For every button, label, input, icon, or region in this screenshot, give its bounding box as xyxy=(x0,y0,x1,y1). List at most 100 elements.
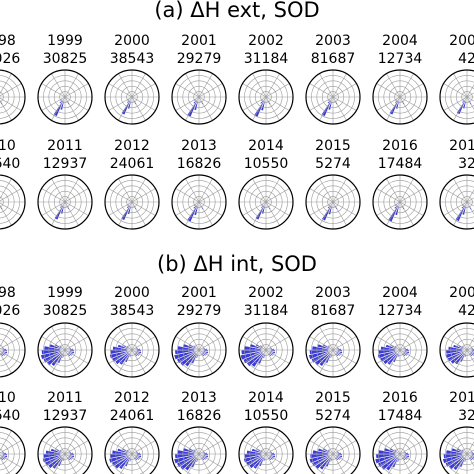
grid-spoke xyxy=(0,326,12,348)
grid-spoke xyxy=(108,83,133,98)
panel-year-label: 2011 xyxy=(47,390,83,406)
panel-year-label: 2017 xyxy=(449,138,474,154)
grid-spoke xyxy=(265,96,280,121)
polar-grid xyxy=(440,70,474,124)
grid-spoke xyxy=(386,349,401,374)
panel-count-label: 12937 xyxy=(43,156,88,172)
grid-spoke xyxy=(309,349,334,364)
grid-spoke xyxy=(64,453,89,468)
grid-spoke xyxy=(466,449,474,455)
grid-spoke xyxy=(175,96,200,111)
grid-spoke xyxy=(108,96,133,111)
rose-bar xyxy=(377,349,401,360)
grid-spoke xyxy=(0,202,22,216)
grid-spoke xyxy=(265,453,278,474)
grid-spoke xyxy=(198,453,211,474)
grid-spoke xyxy=(118,326,133,351)
grid-spoke xyxy=(41,349,66,364)
panel-year-label: 2013 xyxy=(181,390,217,406)
grid-spoke xyxy=(64,440,89,455)
panel-count-label: 81687 xyxy=(311,303,356,319)
polar-grid xyxy=(440,175,474,229)
grid-spoke xyxy=(455,453,468,474)
polar-grid xyxy=(105,323,159,377)
grid-spoke xyxy=(64,201,79,226)
polar-panel: 2017 32 xyxy=(439,138,474,230)
grid-spoke xyxy=(443,440,468,455)
polar-panel: 2002 31184 xyxy=(238,285,294,378)
grid-spoke xyxy=(185,178,200,203)
polar-grid xyxy=(0,73,25,121)
panel-year-label: 1999 xyxy=(47,285,83,301)
grid-spoke xyxy=(41,83,66,98)
panel-year-label: 2005 xyxy=(449,285,474,301)
grid-spoke xyxy=(443,83,468,98)
grid-spoke xyxy=(319,96,334,121)
polar-frame xyxy=(305,322,361,378)
grid-spoke xyxy=(386,201,401,226)
grid-spoke xyxy=(64,83,89,98)
polar-frame xyxy=(171,69,227,125)
grid-spoke xyxy=(185,326,200,351)
polar-grid xyxy=(373,70,427,124)
panel-year-label: 2017 xyxy=(449,390,474,406)
panel-count-label: 5274 xyxy=(315,156,351,172)
polar-frame xyxy=(0,426,26,474)
panel-year-label: 2005 xyxy=(449,33,474,49)
grid-spoke xyxy=(376,188,401,203)
grid-spoke xyxy=(443,96,468,111)
grid-spoke xyxy=(242,96,267,111)
grid-spoke xyxy=(332,453,345,474)
polar-panel: 2001 29279 xyxy=(171,33,227,125)
grid-spoke xyxy=(198,349,223,364)
grid-spoke xyxy=(252,349,267,374)
grid-spoke xyxy=(51,96,66,121)
polar-grid xyxy=(306,427,360,474)
panel-group-a: (a) ΔH ext, SOD 1998 29026 1999 30825 2000 38… xyxy=(0,0,474,230)
grid-spoke xyxy=(120,453,133,474)
grid-spoke xyxy=(332,336,357,351)
grid-spoke xyxy=(64,201,89,216)
rose-bar xyxy=(442,453,468,464)
grid-spoke xyxy=(131,201,156,216)
grid-spoke xyxy=(265,73,280,98)
polar-grid xyxy=(440,427,474,474)
grid-spoke xyxy=(319,326,334,351)
polar-panel: 2016 17484 xyxy=(372,390,428,474)
panel-count-label: 29026 xyxy=(0,303,20,319)
panel-year-label: 1998 xyxy=(0,33,16,49)
grid-spoke xyxy=(399,96,414,121)
grid-spoke xyxy=(131,430,146,455)
grid-spoke xyxy=(332,73,347,98)
grid-spoke xyxy=(131,96,146,121)
grid-spoke xyxy=(242,453,267,468)
grid-spoke xyxy=(399,440,424,455)
grid-spoke xyxy=(131,73,146,98)
grid-spoke xyxy=(198,453,223,468)
grid-spoke xyxy=(41,201,66,216)
grid-spoke xyxy=(131,440,156,455)
grid-spoke xyxy=(309,440,334,455)
grid-spoke xyxy=(453,201,468,226)
grid-spoke xyxy=(108,440,133,455)
panel-year-label: 2012 xyxy=(114,390,150,406)
grid-spoke xyxy=(0,336,22,350)
panel-count-label: 29026 xyxy=(0,51,20,67)
grid-spoke xyxy=(399,430,414,455)
grid-spoke xyxy=(242,83,267,98)
grid-spoke xyxy=(332,440,357,455)
panel-year-label: 1998 xyxy=(0,285,16,301)
grid-spoke xyxy=(175,453,200,468)
panel-count-label: 15640 xyxy=(0,156,20,172)
grid-spoke xyxy=(118,96,133,121)
grid-spoke xyxy=(265,188,290,203)
panel-year-label: 2004 xyxy=(382,33,418,49)
panel-count-label: 29279 xyxy=(177,51,222,67)
grid-spoke xyxy=(376,96,401,111)
grid-spoke xyxy=(198,201,213,226)
rose-bar xyxy=(444,349,468,359)
polar-grid xyxy=(105,175,159,229)
grid-spoke xyxy=(0,352,12,374)
grid-spoke xyxy=(309,83,334,98)
